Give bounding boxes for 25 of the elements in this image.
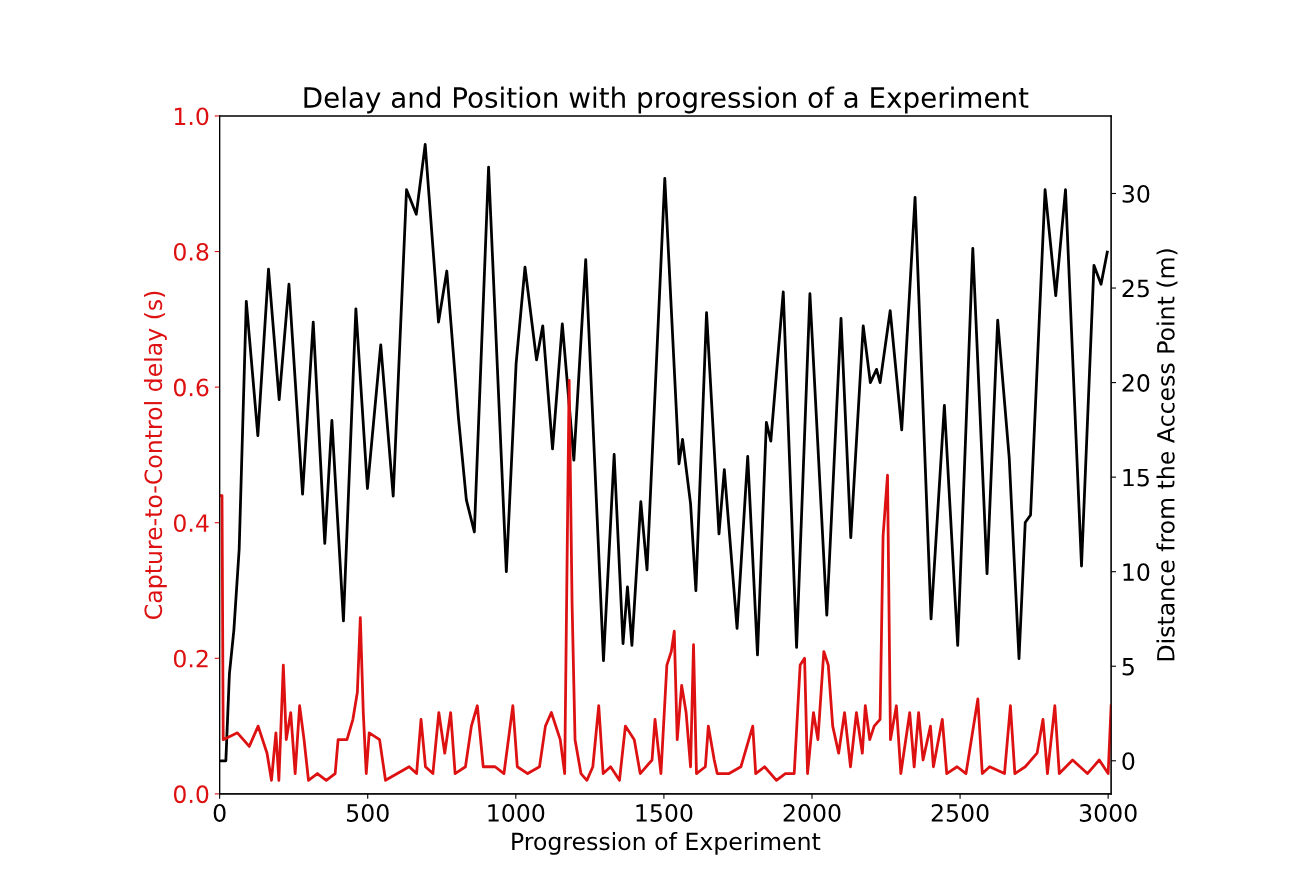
y2-tick-label: 15 [1123,468,1149,487]
y2-tick-label: 10 [1123,563,1150,581]
y2-tick-label: 30 [1122,184,1150,203]
x-tick-label: 2500 [931,804,989,822]
x-tick-label: 2000 [783,804,841,822]
y-axis-title: Capture-to-Control delay (s) [143,291,167,619]
y-tick-label: 0.2 [173,649,208,668]
x-axis-title: Progression of Experiment [512,832,821,855]
y-tick-label: 0.4 [173,514,209,533]
x-tick-label: 1000 [488,804,545,822]
y-tick-label: 0.8 [173,242,209,261]
y-tick-label: 0.0 [173,785,209,804]
y-tick-label: 0.6 [173,378,209,397]
y2-tick-label: 25 [1122,279,1149,298]
y2-tick-label: 20 [1122,374,1150,392]
y-tick-label: 1.0 [174,107,209,126]
x-tick-label: 1500 [636,804,693,822]
line-series [219,378,1112,782]
y2-tick-label: 5 [1122,657,1134,676]
y2-axis-title: Distance from the Access Point (m) [1156,249,1178,661]
chart-title: Delay and Position with progression of a Experiment [304,86,1029,114]
x-tick-label: 0 [213,804,226,822]
x-tick-label: 500 [347,804,389,822]
x-tick-label: 3000 [1079,804,1137,822]
y2-tick-label: 0 [1122,752,1135,771]
